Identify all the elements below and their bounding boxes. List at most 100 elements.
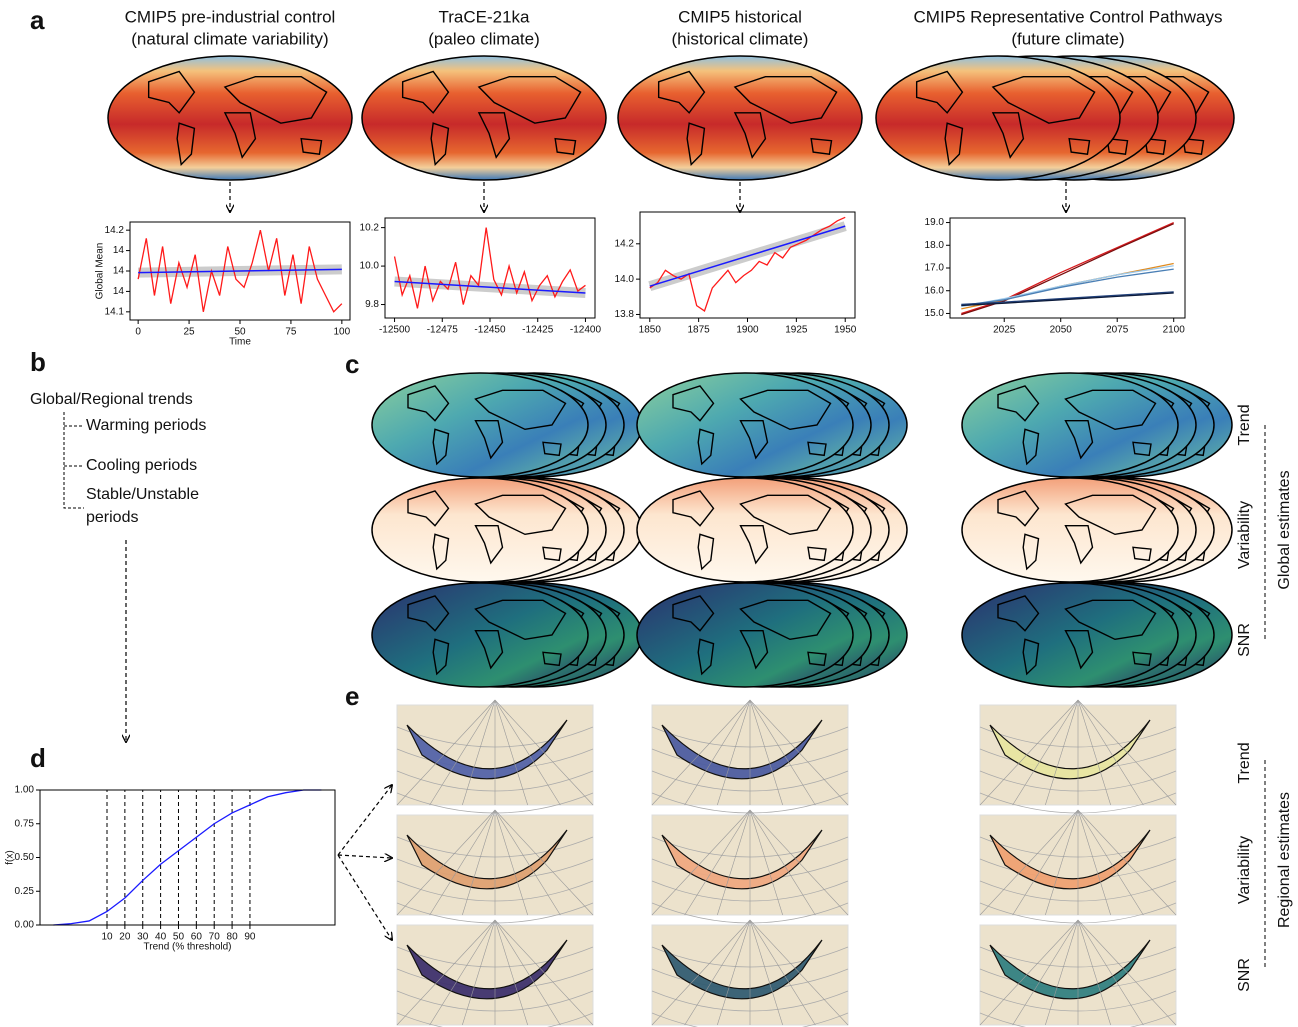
arrow <box>337 854 392 940</box>
graticule <box>396 1012 594 1027</box>
graticule <box>1012 919 1079 1026</box>
x-axis-label: Trend (% threshold) <box>144 942 232 953</box>
graticule <box>494 699 561 806</box>
y-tick-label: 9.8 <box>365 299 379 310</box>
y-tick-label: 17.0 <box>925 263 945 274</box>
continent <box>991 112 1025 159</box>
row-label: Variability <box>1236 501 1253 569</box>
continent <box>739 599 832 641</box>
x-tick-label: 60 <box>191 932 203 943</box>
x-tick-label: -12500 <box>379 325 411 336</box>
decorations <box>63 55 1266 1027</box>
y-tick-label: 14 <box>113 286 125 297</box>
graticule <box>494 809 561 916</box>
continent <box>944 122 964 166</box>
continent <box>542 651 562 667</box>
group-label: Global estimates <box>1276 470 1293 589</box>
plot-frame <box>949 217 1186 319</box>
column-title: CMIP5 historical <box>678 7 802 26</box>
y-tick-label: 14.2 <box>615 238 635 249</box>
x-tick-label: -12450 <box>474 325 506 336</box>
continent <box>474 419 504 460</box>
graticule <box>749 919 849 1026</box>
continent <box>810 137 833 155</box>
y-tick-label: 14.1 <box>105 306 125 317</box>
x-tick-label: 1950 <box>834 325 857 336</box>
y-tick-label: 14 <box>113 245 125 256</box>
column-subtitle: (paleo climate) <box>428 29 540 48</box>
continent <box>739 524 769 565</box>
continent <box>1064 599 1157 641</box>
continent <box>672 385 715 422</box>
continent <box>697 533 715 571</box>
continent <box>672 595 715 632</box>
y-tick-label: 19.0 <box>925 217 945 228</box>
panel-label: e <box>345 681 359 711</box>
continent <box>739 629 769 670</box>
continent <box>300 137 323 155</box>
continent <box>997 595 1040 632</box>
continent <box>733 112 767 159</box>
continent <box>430 122 450 166</box>
continent <box>697 638 715 676</box>
graticule <box>749 809 783 916</box>
continent <box>542 441 562 457</box>
continent <box>1064 419 1094 460</box>
graticule <box>717 699 751 806</box>
graticule <box>717 919 751 1026</box>
continent <box>672 490 715 527</box>
x-tick-label: 1875 <box>688 325 711 336</box>
map <box>636 477 854 583</box>
x-tick-label: 1850 <box>639 325 662 336</box>
graticule <box>684 919 751 1026</box>
y-tick-label: 14 <box>113 266 125 277</box>
graticule <box>749 919 816 1026</box>
graticule <box>749 809 816 916</box>
map <box>636 582 854 688</box>
continent <box>407 595 450 632</box>
region <box>661 939 823 1000</box>
graticule <box>462 809 496 916</box>
graticule <box>1045 919 1079 1026</box>
tree-item: Cooling periods <box>86 457 197 474</box>
x-tick-label: 1925 <box>785 325 808 336</box>
x-tick-label: 90 <box>244 932 256 943</box>
x-tick-label: -12400 <box>570 325 602 336</box>
series-line <box>961 292 1174 307</box>
row-label: Trend <box>1236 742 1253 783</box>
x-tick-label: 70 <box>209 932 221 943</box>
x-axis-label: Time <box>229 337 251 348</box>
continent <box>1068 137 1091 155</box>
continent <box>554 137 577 155</box>
graticule <box>651 809 751 916</box>
plot-frame <box>639 211 856 319</box>
y-tick-label: 13.8 <box>615 309 635 320</box>
y-axis-label: f(x) <box>5 850 16 864</box>
graticule <box>1012 809 1079 916</box>
map <box>961 582 1179 688</box>
arrow <box>337 785 392 856</box>
map <box>961 372 1179 478</box>
region <box>406 939 568 1000</box>
continent <box>474 494 567 536</box>
x-tick-label: 1900 <box>736 325 759 336</box>
graticule <box>429 699 496 806</box>
tree-item: Stable/Unstable <box>86 486 199 503</box>
continent <box>807 441 827 457</box>
x-tick-label: 2025 <box>993 325 1016 336</box>
column-subtitle: (historical climate) <box>672 29 809 48</box>
map <box>361 55 607 181</box>
continent <box>807 546 827 562</box>
graticule <box>1045 699 1079 806</box>
graticule <box>1077 919 1111 1026</box>
continent <box>1022 428 1040 466</box>
continent <box>733 75 838 124</box>
graticule <box>979 699 1079 806</box>
continent <box>1064 494 1157 536</box>
graticule <box>749 699 816 806</box>
x-tick-label: -12475 <box>427 325 459 336</box>
x-tick-label: 0 <box>135 327 141 338</box>
map <box>617 55 863 181</box>
panel-label: a <box>30 5 45 35</box>
x-tick-label: 50 <box>173 932 185 943</box>
